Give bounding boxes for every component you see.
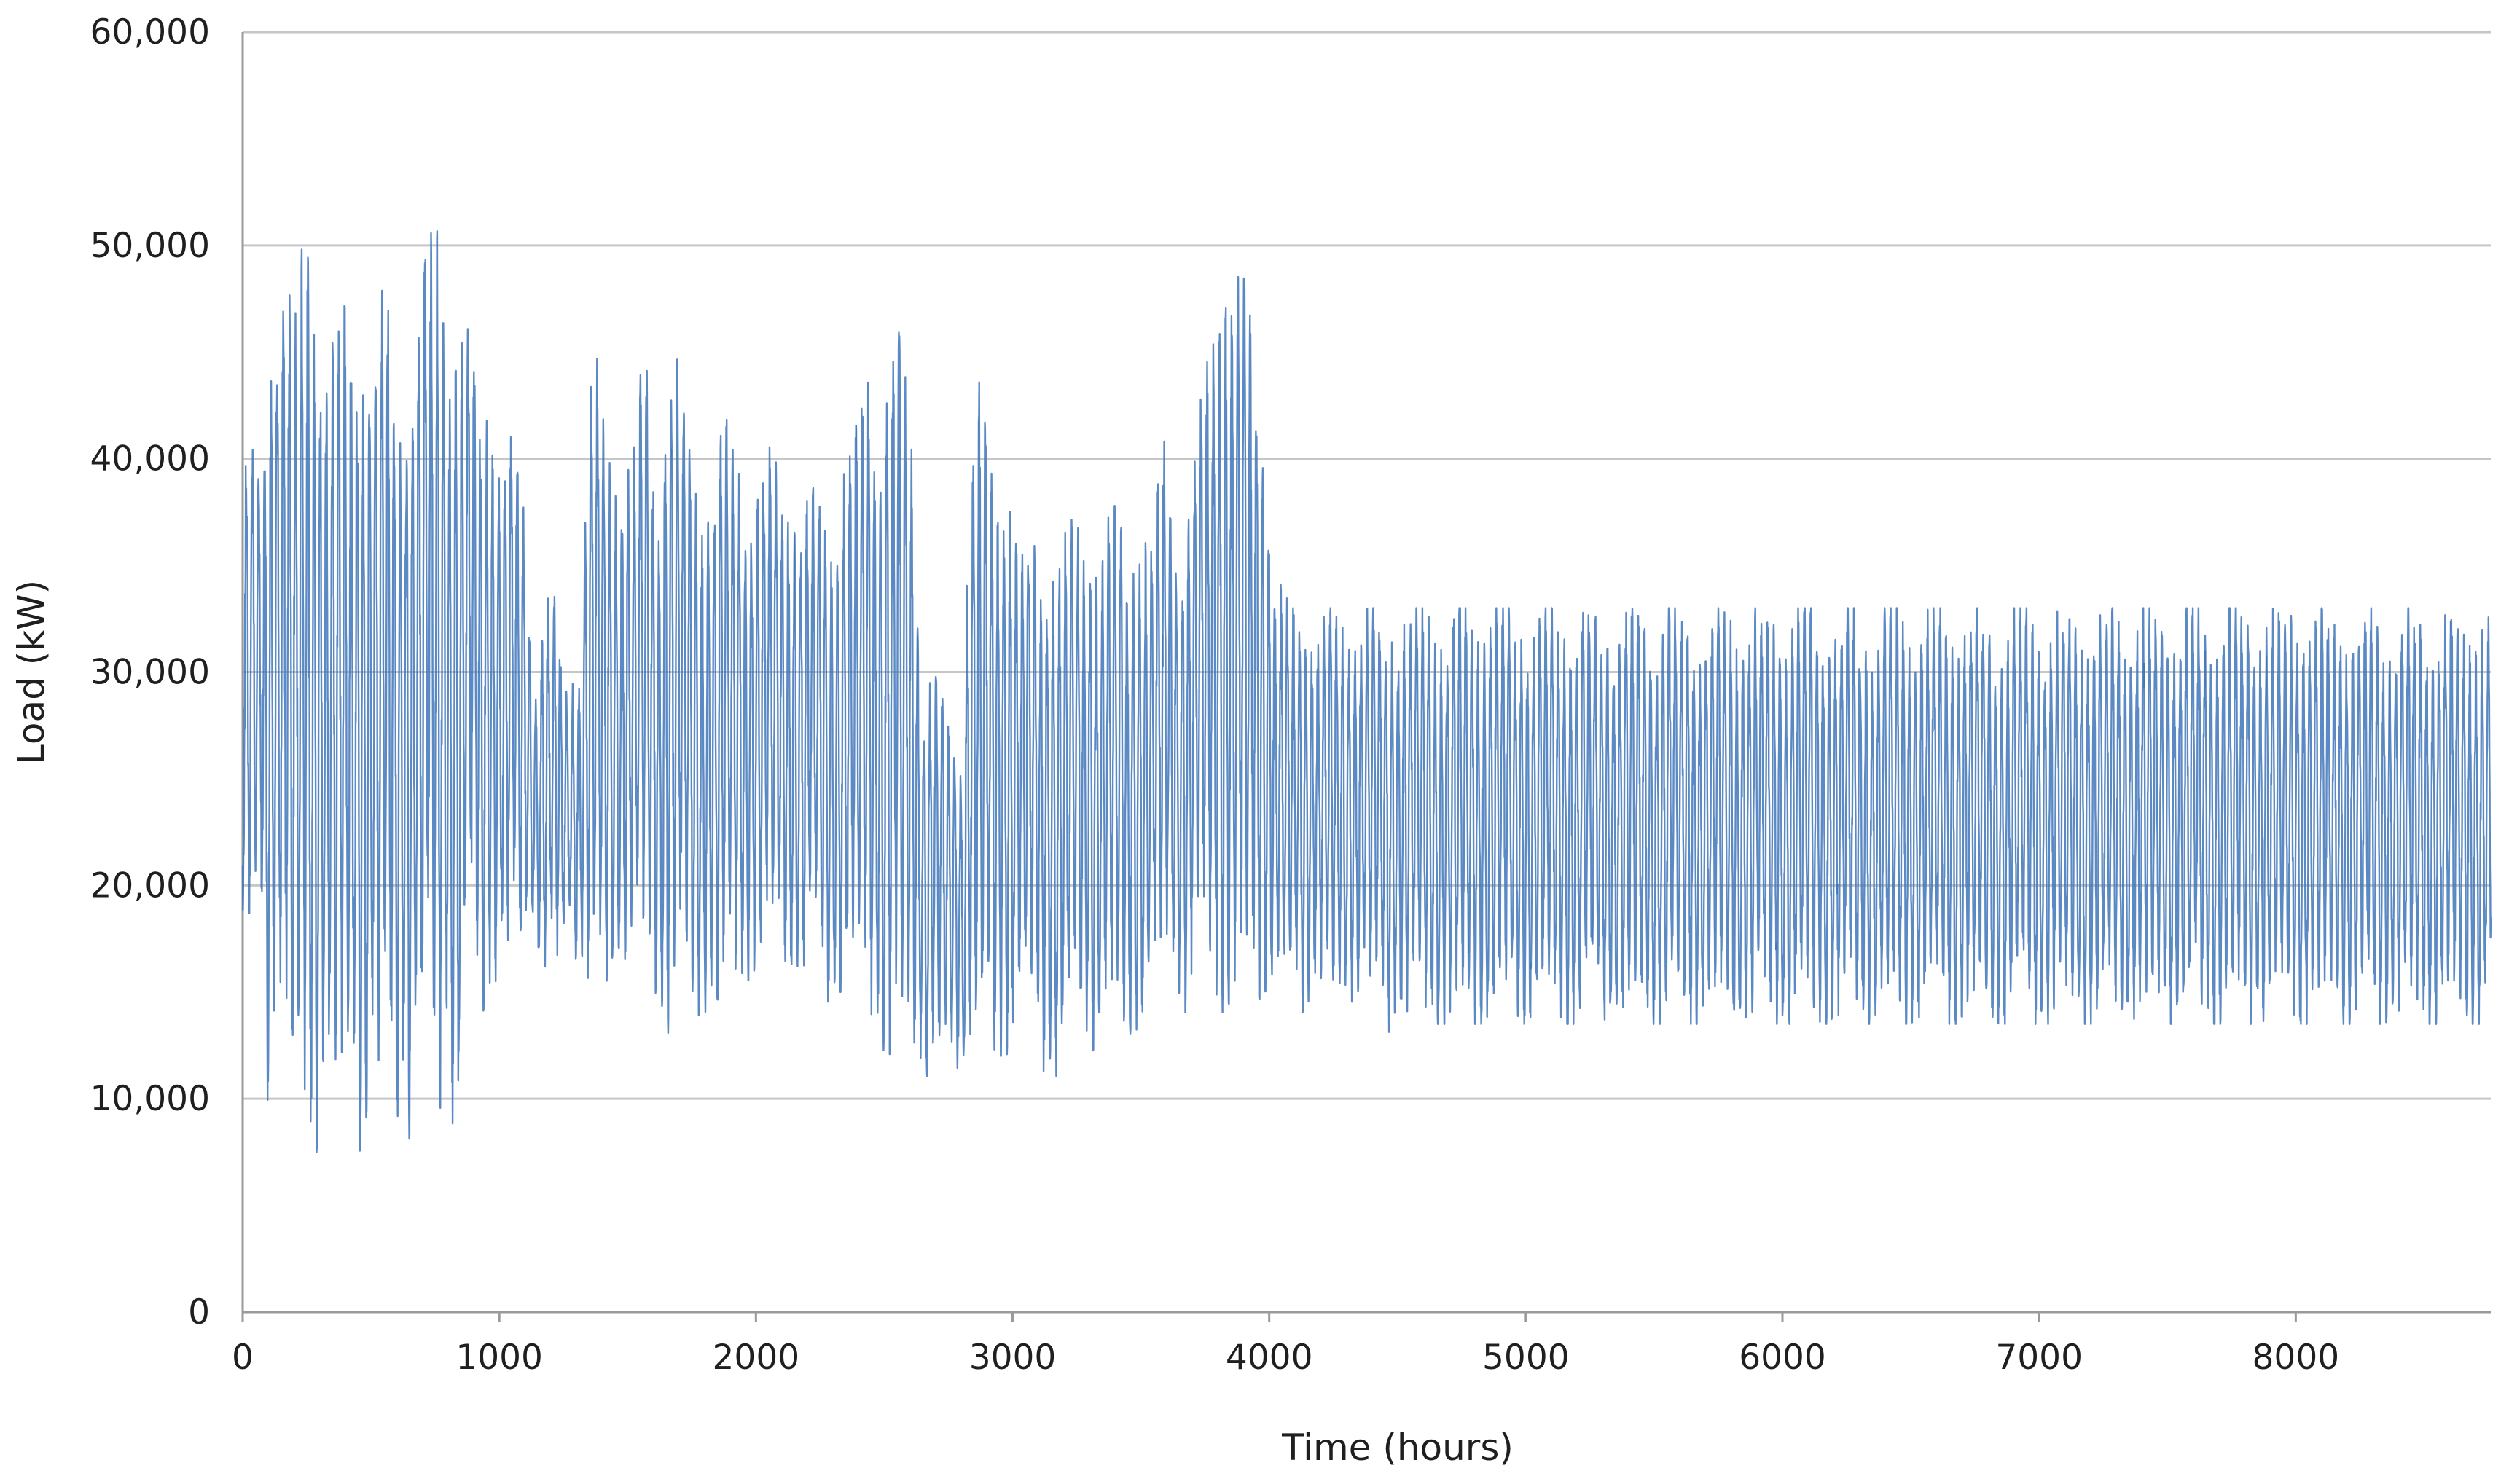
y-tick-label: 10,000 <box>90 1079 210 1119</box>
series-segment-24 <box>1713 607 1777 1018</box>
series-segment-32 <box>2204 607 2268 1025</box>
series-segment-22 <box>1591 608 1655 1021</box>
series-segment-21 <box>1530 607 1593 1025</box>
series-segment-35 <box>2388 607 2452 1025</box>
y-axis-title: Load (kW) <box>10 580 52 764</box>
series-segment-15 <box>1162 333 1225 1014</box>
x-tick-label: 5000 <box>1482 1338 1570 1378</box>
x-axis-tick-labels: 0 1000 2000 3000 4000 5000 6000 7000 8000 <box>232 1338 2339 1378</box>
series-segment-17 <box>1284 597 1348 1013</box>
x-tick-label: 7000 <box>1995 1338 2083 1378</box>
series-segment-14 <box>1100 483 1164 1035</box>
series-segment-10 <box>855 331 919 1056</box>
series-segment-7 <box>671 358 735 1016</box>
series-segment-34 <box>2327 607 2391 1025</box>
series-segment-23 <box>1652 607 1716 1025</box>
series-segment-27 <box>1898 607 1961 1025</box>
series-segment-3 <box>426 230 489 1125</box>
x-tick-label: 6000 <box>1739 1338 1826 1378</box>
y-axis-tick-labels: 0 10,000 20,000 30,000 40,000 50,000 60,000 <box>90 12 210 1332</box>
series-segment-29 <box>2020 607 2084 1025</box>
series-segment-30 <box>2081 607 2145 1025</box>
series-segment-16 <box>1223 275 1287 1005</box>
x-tick-label: 8000 <box>2252 1338 2340 1378</box>
series-segment-0 <box>241 248 305 1102</box>
x-axis-title: Time (hours) <box>1281 1426 1514 1469</box>
series-segment-13 <box>1038 519 1103 1077</box>
series-segment-2 <box>364 259 428 1140</box>
series-segment-1 <box>303 256 367 1153</box>
series-load <box>241 230 2492 1153</box>
series-segment-20 <box>1468 607 1532 1025</box>
series-segment-36 <box>2449 616 2492 1025</box>
series-segment-9 <box>794 425 857 1003</box>
x-tick-label: 4000 <box>1226 1338 1313 1378</box>
series-segment-31 <box>2142 607 2207 1025</box>
y-tick-label: 50,000 <box>90 226 210 266</box>
series-segment-28 <box>1959 607 2023 1025</box>
series-segment-12 <box>977 381 1041 1057</box>
y-tick-label: 60,000 <box>90 12 210 52</box>
y-tick-label: 20,000 <box>90 865 210 906</box>
series-segment-33 <box>2266 607 2329 1025</box>
series-segment-25 <box>1775 607 1839 1025</box>
x-tick-label: 2000 <box>713 1338 800 1378</box>
x-tick-label: 0 <box>232 1338 254 1378</box>
x-tick-label: 1000 <box>455 1338 543 1378</box>
series-segment-6 <box>609 369 673 1035</box>
series-segment-11 <box>916 420 980 1077</box>
y-tick-label: 0 <box>188 1292 210 1332</box>
x-tick-label: 3000 <box>969 1338 1057 1378</box>
series-segment-4 <box>487 436 550 984</box>
series-segment-5 <box>548 358 612 982</box>
series-segment-18 <box>1345 607 1409 1033</box>
series-segment-19 <box>1407 607 1471 1025</box>
series-segment-26 <box>1836 607 1900 1025</box>
y-tick-label: 30,000 <box>90 653 210 693</box>
series-segment-8 <box>732 446 796 982</box>
x-axis-ticks <box>241 1312 2297 1322</box>
y-tick-label: 40,000 <box>90 439 210 479</box>
